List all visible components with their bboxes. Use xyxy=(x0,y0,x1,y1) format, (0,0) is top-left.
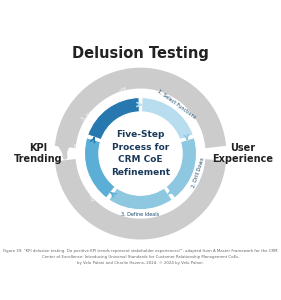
Wedge shape xyxy=(166,138,197,198)
Circle shape xyxy=(99,112,182,195)
Wedge shape xyxy=(142,98,193,140)
Wedge shape xyxy=(88,98,139,140)
Wedge shape xyxy=(109,188,172,210)
Text: 4. Execute Improvement: 4. Execute Improvement xyxy=(71,143,94,202)
Text: Figure 39: “KPI delusion testing. Do positive KPI trends represent stakeholder e: Figure 39: “KPI delusion testing. Do pos… xyxy=(3,248,278,253)
Text: User
Experience: User Experience xyxy=(212,143,273,164)
Text: 2. Drill Down: 2. Drill Down xyxy=(191,157,206,188)
Text: 1. Select Functions: 1. Select Functions xyxy=(156,88,196,120)
Text: 5. Validate and Iterate: 5. Validate and Iterate xyxy=(81,86,128,122)
Wedge shape xyxy=(84,138,115,198)
Text: Center of Excellence: Introducing Universal Standards for Customer Relationship : Center of Excellence: Introducing Univer… xyxy=(42,255,239,259)
Text: KPI
Trending: KPI Trending xyxy=(14,143,63,164)
Text: by Velu Palani and Charlie Havens, 2024. © 2024 by Velu Palani.: by Velu Palani and Charlie Havens, 2024.… xyxy=(77,261,204,266)
Text: 3. Define Ideals: 3. Define Ideals xyxy=(121,212,160,217)
Text: Delusion Testing: Delusion Testing xyxy=(72,46,209,61)
Text: Five-Step
Process for
CRM CoE
Refinement: Five-Step Process for CRM CoE Refinement xyxy=(111,130,170,177)
